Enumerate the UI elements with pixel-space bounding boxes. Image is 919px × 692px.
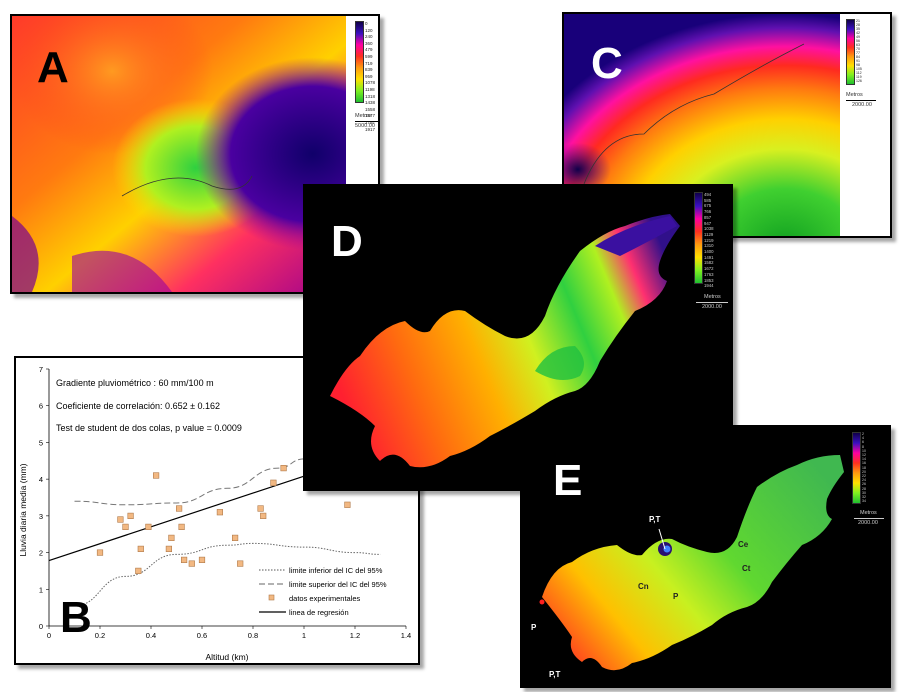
y-axis-label: Lluvia diaria media (mm) — [18, 463, 28, 556]
legend-labels-c: 21 28 35 42 49 56 63 70 77 84 91 98 105 112 119 126 — [856, 19, 862, 83]
site-label-p-left: P — [531, 623, 537, 632]
upper-ci-line — [74, 458, 305, 506]
panel-letter-d: D — [331, 217, 363, 266]
data-point — [176, 505, 183, 512]
x-axis-label: Altitud (km) — [206, 652, 249, 662]
y-tick-label: 5 — [39, 438, 43, 447]
x-tick-label: 0.8 — [248, 631, 258, 640]
map-panel-d: D 494 585 675 766 857 947 1038 1129 1219 1310 1400… — [303, 184, 733, 491]
scale-bar-e — [854, 518, 884, 519]
data-point — [280, 465, 287, 472]
scale-bar-d — [696, 302, 728, 303]
data-point — [344, 501, 351, 508]
elevation-map-a — [12, 16, 346, 292]
data-point — [188, 560, 195, 567]
legend-unit-d: Metros — [704, 294, 721, 300]
data-point — [168, 534, 175, 542]
data-point — [145, 523, 152, 531]
legend-regression: linea de regresión — [289, 608, 349, 617]
legend-unit-c: Metros — [846, 92, 863, 98]
legend-data: datos experimentales — [289, 594, 361, 603]
x-tick-label: 0.2 — [95, 631, 105, 640]
y-tick-label: 4 — [39, 475, 43, 484]
legend-unit-a: Metros — [355, 113, 372, 119]
map-panel-a: A 0 120 240 360 479 599 719 839 959 1078 1198 1318 1… — [10, 14, 380, 294]
site-label-pt-top: P,T — [649, 515, 661, 524]
data-point — [216, 509, 224, 516]
y-tick-label: 6 — [39, 402, 43, 411]
legend-colorbar-d — [694, 192, 703, 284]
data-point — [96, 549, 104, 556]
y-tick-label: 7 — [39, 365, 43, 374]
x-tick-label: 0 — [47, 631, 51, 640]
legend-lower-ci: limite inferior del IC del 95% — [289, 566, 383, 575]
scale-bar-a — [355, 121, 378, 122]
annotation-ttest: Test de student de dos colas, p value = … — [56, 423, 242, 433]
y-tick-label: 0 — [39, 622, 43, 631]
legend-labels-d: 494 585 675 766 857 947 1038 1129 1219 1310 1400 14… — [704, 192, 714, 289]
legend-labels-a: 0 120 240 360 479 599 719 839 959 1078 1198 1318 143… — [365, 21, 376, 132]
x-tick-label: 1.4 — [401, 631, 411, 640]
legend-unit-e: Metros — [860, 510, 877, 516]
x-tick-label: 1.2 — [350, 631, 360, 640]
data-point — [127, 512, 134, 520]
data-point — [165, 545, 173, 553]
panel-letter-a: A — [37, 43, 69, 92]
site-label-pt-bottom: P,T — [549, 670, 561, 679]
y-tick-label: 2 — [39, 549, 43, 558]
data-point — [153, 472, 160, 479]
scale-value-e: 2000.00 — [858, 520, 878, 526]
x-tick-label: 1 — [302, 631, 306, 640]
legend-a: 0 120 240 360 479 599 719 839 959 1078 1198 1318 143… — [355, 21, 378, 132]
legend-d: 494 585 675 766 857 947 1038 1129 1219 1310 1400 14… — [694, 192, 728, 312]
scale-value-c: 2000.00 — [852, 102, 872, 108]
panel-letter-b: B — [60, 593, 92, 642]
data-point — [270, 479, 277, 486]
legend-colorbar-c — [846, 19, 855, 85]
panel-letter-c: C — [591, 39, 623, 88]
legend-c: 21 28 35 42 49 56 63 70 77 84 91 98 105 112 119 126 Met… — [846, 19, 876, 119]
scale-value-d: 2000.00 — [702, 304, 722, 310]
data-point — [260, 512, 267, 520]
data-point — [181, 556, 188, 564]
x-tick-label: 0.4 — [146, 631, 156, 640]
data-point — [117, 516, 124, 523]
data-point — [257, 505, 264, 512]
data-point — [237, 560, 244, 567]
scale-value-a: 5000.00 — [355, 123, 375, 129]
site-map-e — [539, 455, 844, 671]
legend-colorbar-a — [355, 21, 364, 103]
chart-legend: limite inferior del IC del 95% limite su… — [259, 566, 387, 617]
lower-ci-line — [74, 542, 381, 607]
y-tick-label: 1 — [39, 585, 43, 594]
annotation-correlation: Coeficiente de correlación: 0.652 ± 0.16… — [56, 401, 220, 411]
legend-colorbar-e — [852, 432, 861, 504]
x-tick-label: 0.6 — [197, 631, 207, 640]
data-point — [178, 523, 185, 531]
legend-e: 2 4 6 8 10 12 14 16 18 20 22 24 26 28 30 32 34 Metros 20… — [852, 432, 886, 542]
chart-panel-b: 0 0.2 0.4 0.6 0.8 1 1.2 1.4 0 1 2 3 4 5 6 7 Altitud (km… — [14, 356, 420, 665]
scale-bar-c — [846, 100, 876, 101]
annotation-gradient: Gradiente pluviométrico : 60 mm/100 m — [56, 378, 214, 388]
terrain-map-d — [330, 214, 680, 468]
site-label-p-mid: P — [673, 592, 679, 601]
y-tick-label: 3 — [39, 512, 43, 521]
data-point — [135, 567, 142, 575]
site-label-cn: Cn — [638, 582, 649, 591]
data-point — [232, 534, 239, 542]
site-label-ce: Ce — [738, 540, 749, 549]
legend-labels-e: 2 4 6 8 10 12 14 16 18 20 22 24 26 28 30 32 34 — [862, 432, 866, 504]
data-point — [137, 545, 144, 553]
legend-upper-ci: limite superior del IC del 95% — [289, 580, 387, 589]
site-label-ct: Ct — [742, 564, 751, 573]
data-point — [122, 523, 129, 531]
data-point — [198, 556, 206, 564]
map-panel-e: E P,T Ce Ct Cn P P P,T 2 4 6 8 10 12 14 16 18 20 2… — [520, 425, 891, 688]
panel-letter-e: E — [553, 456, 583, 505]
